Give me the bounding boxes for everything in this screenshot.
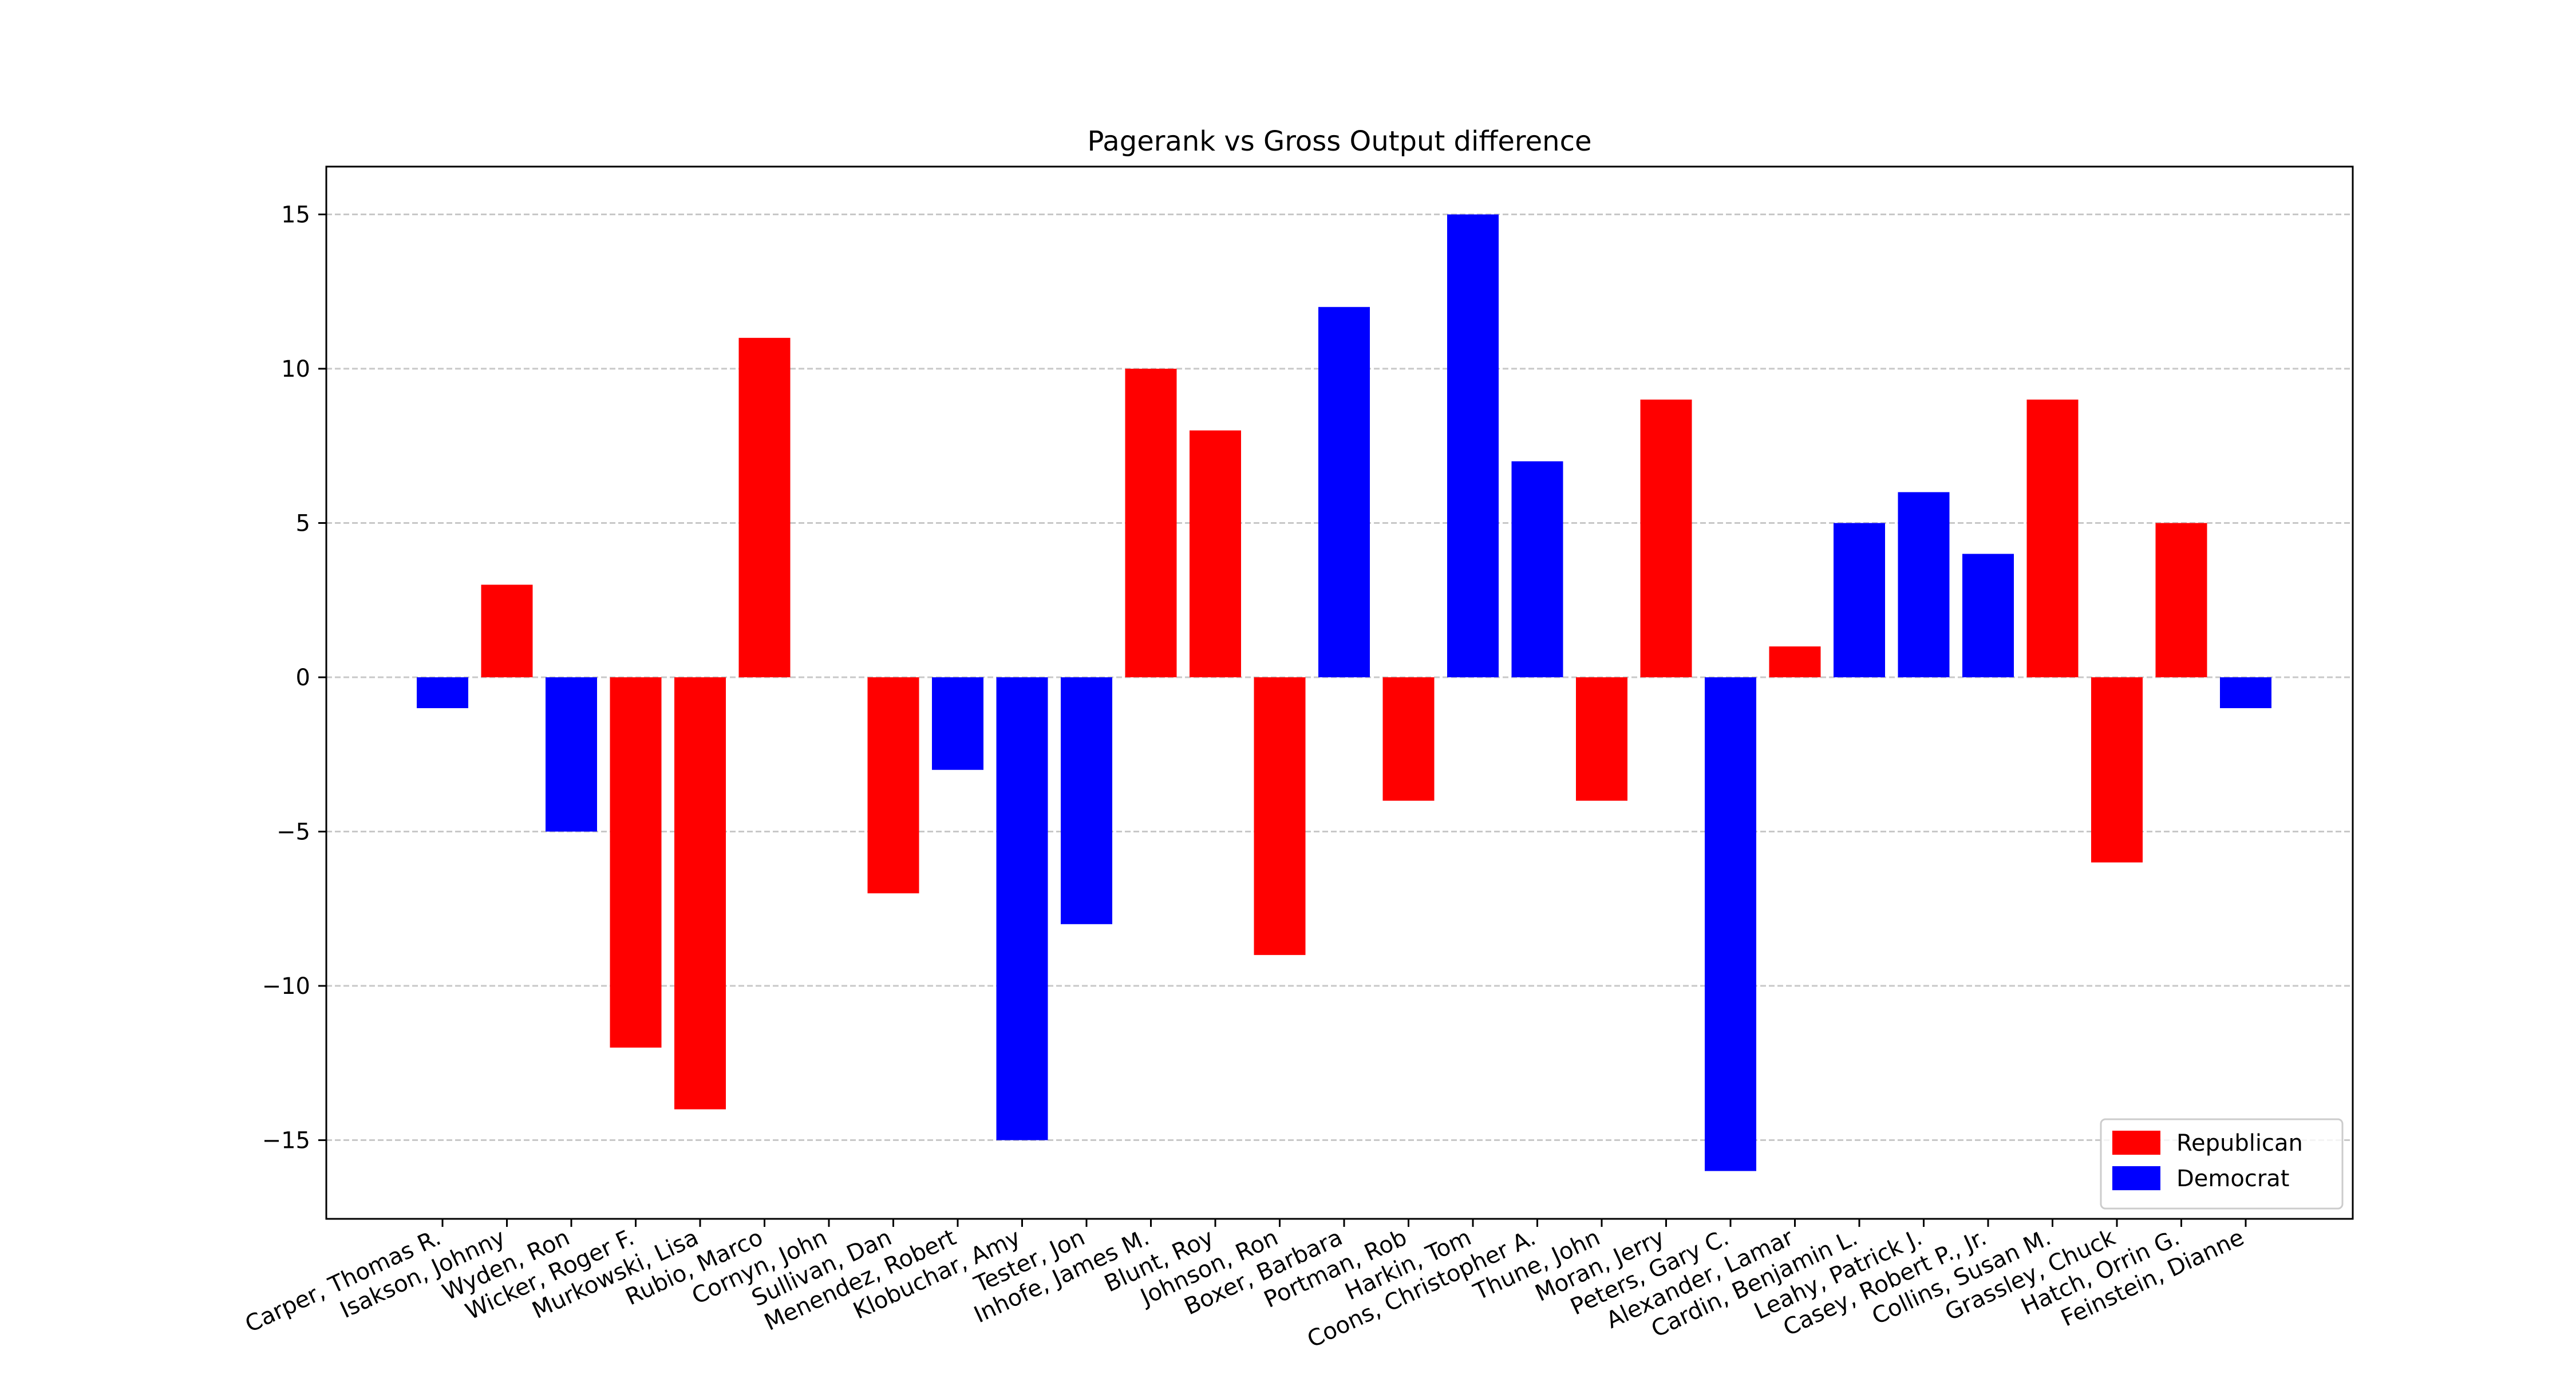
bar [1898, 492, 1950, 678]
chart-title: Pagerank vs Gross Output difference [1088, 125, 1592, 157]
bar [1640, 399, 1692, 678]
bar [1190, 430, 1241, 678]
bar [417, 677, 468, 708]
legend-swatch [2112, 1131, 2160, 1155]
bar [1447, 214, 1499, 678]
bar [1061, 677, 1112, 925]
bar [2026, 399, 2079, 678]
y-tick-label: −15 [262, 1128, 310, 1154]
bar [1834, 523, 1885, 678]
bar [1769, 646, 1821, 678]
bar [2155, 523, 2207, 678]
y-tick-label: 15 [281, 202, 310, 228]
bar [1705, 677, 1756, 1171]
bar [932, 677, 983, 770]
legend-swatch [2112, 1166, 2160, 1190]
bar [674, 677, 726, 1110]
bar [867, 677, 919, 894]
bar [1125, 369, 1177, 678]
bar [2091, 677, 2143, 863]
y-tick-label: 5 [296, 511, 310, 537]
bar [1254, 677, 1306, 956]
bar [1318, 307, 1370, 678]
bar [1511, 461, 1563, 678]
legend-label: Democrat [2176, 1166, 2289, 1192]
y-axis: −15 −10 −5 0 5 10 15 [262, 202, 326, 1154]
bar [1576, 677, 1627, 801]
y-tick-label: −5 [276, 819, 310, 846]
y-tick-label: −10 [262, 973, 310, 1000]
bar [1962, 554, 2014, 678]
bar [2220, 677, 2271, 708]
bar [996, 677, 1048, 1140]
bar [738, 338, 791, 678]
bar [1382, 677, 1435, 801]
legend-label: Republican [2176, 1130, 2303, 1156]
plot-frame [325, 165, 2354, 1220]
y-tick-label: 0 [296, 665, 310, 691]
legend: Republican Democrat [2100, 1118, 2344, 1210]
bar [546, 677, 597, 832]
bar [481, 585, 533, 678]
bars [417, 214, 2271, 1171]
legend-box [2100, 1118, 2344, 1210]
y-tick-label: 10 [281, 356, 310, 382]
bar [610, 677, 662, 1048]
